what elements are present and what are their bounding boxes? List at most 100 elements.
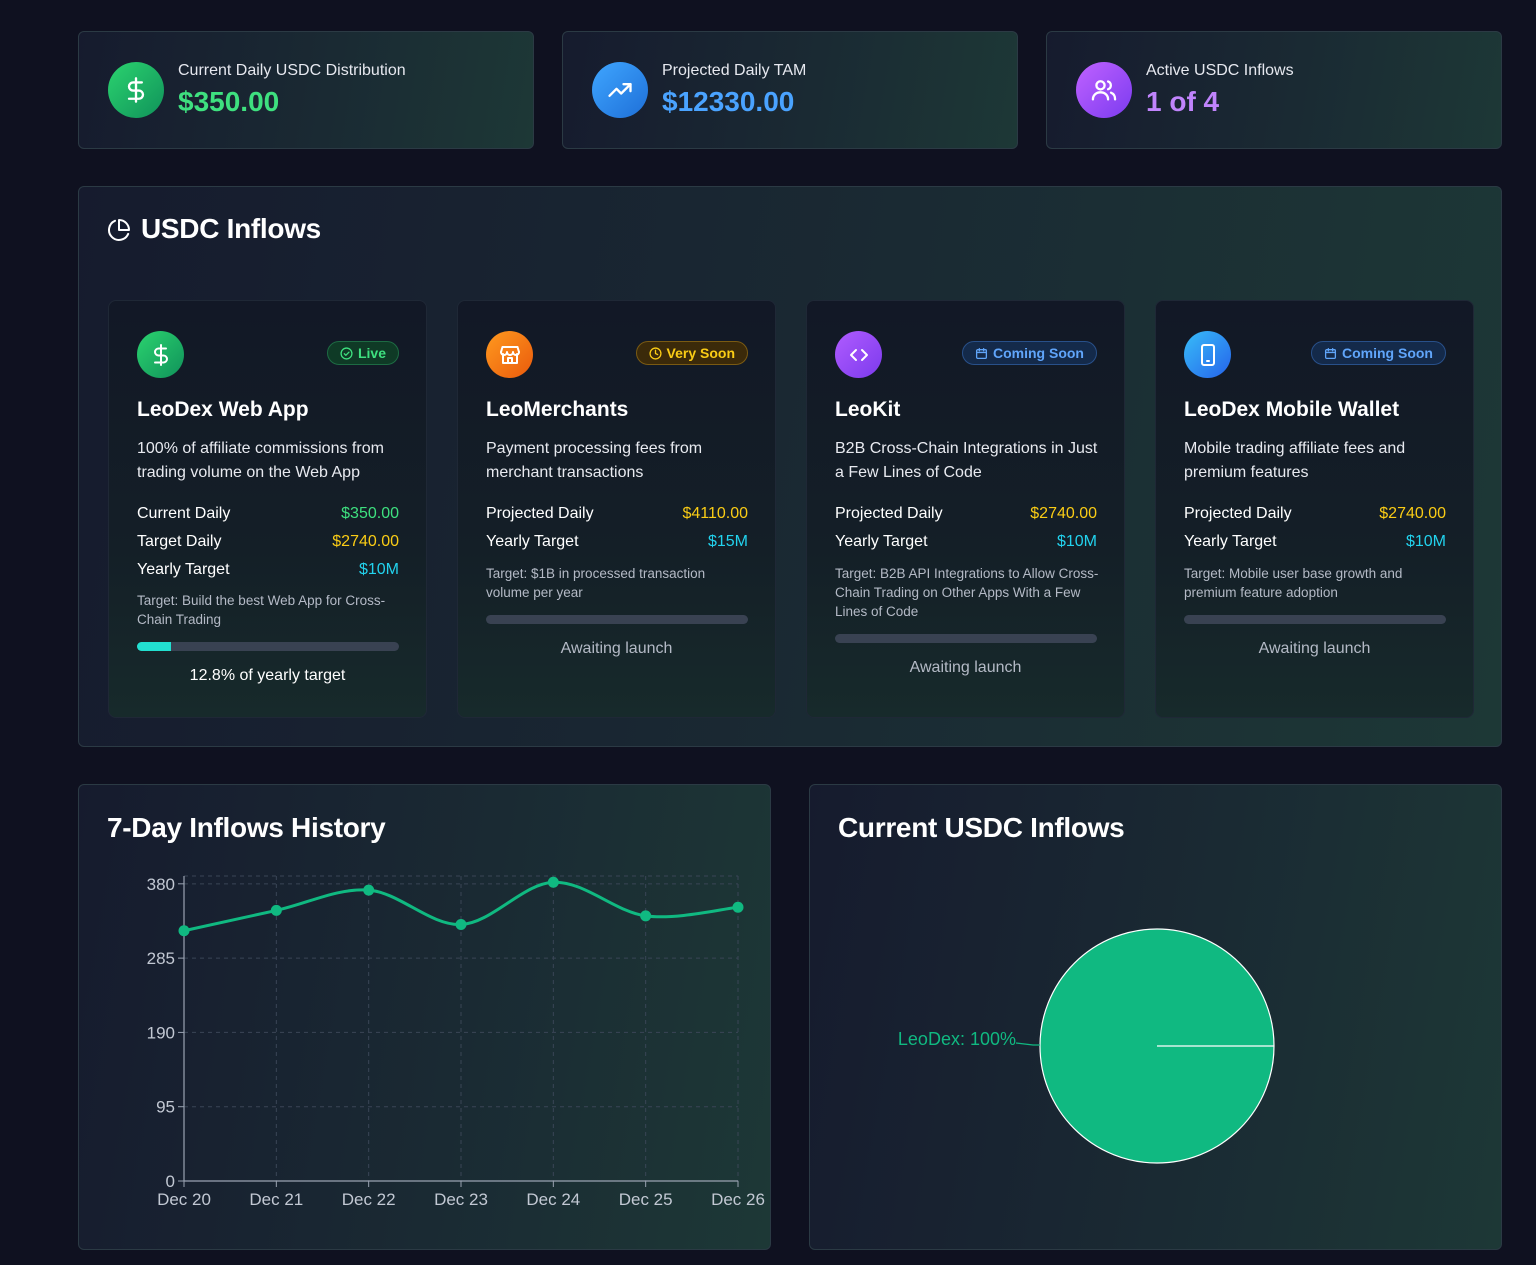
card-target-note: Target: $1B in processed transaction vol… [486,566,706,600]
stat-value: $350.00 [178,86,280,117]
history-chart-panel: 7-Day Inflows History 0 95 190 285 380 Dec 20… [78,784,771,1250]
y-tick-label: 95 [156,1098,175,1117]
card-title: LeoMerchants [486,398,629,421]
progress-fill [137,642,171,651]
status-badge: Very Soon [635,341,748,365]
stat-card-daily-distribution: Current Daily USDC Distribution $350.00 [78,31,534,149]
stat-value: 1 of 4 [1146,86,1220,117]
mobile-icon [1184,331,1231,378]
calendar-icon [1324,347,1337,359]
y-tick-label: 0 [166,1172,175,1191]
metric-label: Yearly Target [137,561,230,578]
card-target-note: Target: B2B API Integrations to Allow Cr… [835,566,1099,619]
metric-label: Projected Daily [835,505,943,522]
metric-row: Target Daily $2740.00 [137,530,399,554]
clock-icon [648,346,662,360]
inflow-card-leodex-mobile-wallet: Coming Soon LeoDex Mobile Wallet Mobile … [1155,300,1474,718]
section-title: USDC Inflows [141,213,321,244]
users-icon [1076,62,1132,118]
inflow-card-leodex-web-app: Live LeoDex Web App 100% of affiliate co… [108,300,427,718]
progress-label: Awaiting launch [560,640,673,657]
slice-label: LeoDex: 100% [898,1029,1016,1049]
stat-label: Current Daily USDC Distribution [178,62,406,79]
x-tick-label: Dec 22 [342,1190,396,1209]
card-target-note: Target: Mobile user base growth and prem… [1184,566,1403,600]
usdc-inflows-section: USDC Inflows Live LeoDex Web App 100% of… [78,186,1502,747]
metric-label: Yearly Target [486,533,579,550]
current-inflows-panel: Current USDC Inflows LeoDex: 100% [809,784,1502,1250]
badge-label: Live [357,345,386,361]
metric-row: Yearly Target $10M [137,558,399,582]
metric-row: Yearly Target $10M [1184,530,1446,554]
chart-title: Current USDC Inflows [838,812,1125,843]
dollar-icon [137,331,184,378]
x-tick-label: Dec 21 [249,1190,303,1209]
card-description: Payment processing fees from merchant tr… [486,440,703,481]
progress-bar [835,634,1097,643]
inflow-card-leokit: Coming Soon LeoKit B2B Cross-Chain Integ… [806,300,1125,718]
data-point [640,910,652,922]
data-point [270,904,282,916]
stat-card-active-inflows: Active USDC Inflows 1 of 4 [1046,31,1502,149]
metric-value: $4110.00 [682,505,748,522]
metric-value: $10M [1405,533,1446,550]
data-point [363,884,375,896]
x-tick-label: Dec 24 [526,1190,580,1209]
metric-row: Yearly Target $15M [486,530,748,554]
x-tick-label: Dec 26 [711,1190,765,1209]
card-description: 100% of affiliate commissions from tradi… [137,440,384,481]
card-title: LeoKit [835,398,901,421]
data-point [732,901,744,913]
stat-card-projected-tam: Projected Daily TAM $12330.00 [562,31,1018,149]
code-icon [835,331,882,378]
metric-label: Projected Daily [486,505,594,522]
status-badge: Coming Soon [1311,341,1446,365]
status-badge: Coming Soon [962,341,1097,365]
card-title: LeoDex Web App [137,398,309,421]
stat-label: Active USDC Inflows [1146,62,1294,79]
data-point [547,876,559,888]
metric-value: $2740.00 [1030,505,1097,522]
line-chart: 0 95 190 285 380 Dec 20 Dec 21 Dec 22 Dec 23 Dec … [147,875,765,1209]
data-point [178,925,190,937]
y-tick-label: 285 [147,949,175,968]
y-tick-label: 190 [147,1023,175,1042]
store-icon [486,331,533,378]
y-tick-label: 380 [147,875,175,894]
stat-label: Projected Daily TAM [662,62,807,79]
metric-label: Current Daily [137,505,231,522]
metric-row: Projected Daily $4110.00 [486,502,748,526]
stat-value: $12330.00 [662,86,795,117]
status-badge: Live [326,341,399,365]
progress-label: Awaiting launch [1258,640,1371,657]
card-target-note: Target: Build the best Web App for Cross… [137,593,386,627]
metric-label: Target Daily [137,533,222,550]
metric-row: Yearly Target $10M [835,530,1097,554]
trend-up-icon [592,62,648,118]
chart-title: 7-Day Inflows History [107,812,386,843]
metric-value: $350.00 [341,505,399,522]
metric-row: Projected Daily $2740.00 [1184,502,1446,526]
x-tick-label: Dec 23 [434,1190,488,1209]
x-tick-label: Dec 20 [157,1190,211,1209]
badge-label: Coming Soon [993,345,1084,361]
x-tick-label: Dec 25 [619,1190,673,1209]
dollar-icon [108,62,164,118]
inflow-card-leomerchants: Very Soon LeoMerchants Payment processin… [457,300,776,718]
progress-label: Awaiting launch [909,659,1022,676]
metric-value: $10M [1056,533,1097,550]
pie-chart-icon [107,218,131,242]
metric-label: Yearly Target [835,533,928,550]
metric-row: Current Daily $350.00 [137,502,399,526]
calendar-icon [975,347,988,359]
metric-value: $10M [358,561,399,578]
metric-label: Projected Daily [1184,505,1292,522]
progress-bar [1184,615,1446,624]
metric-label: Yearly Target [1184,533,1277,550]
card-description: Mobile trading affiliate fees and premiu… [1184,440,1406,481]
metric-value: $2740.00 [1379,505,1446,522]
label-leader-line [1015,1042,1040,1046]
progress-bar [486,615,748,624]
metric-value: $2740.00 [332,533,399,550]
metric-value: $15M [707,533,748,550]
